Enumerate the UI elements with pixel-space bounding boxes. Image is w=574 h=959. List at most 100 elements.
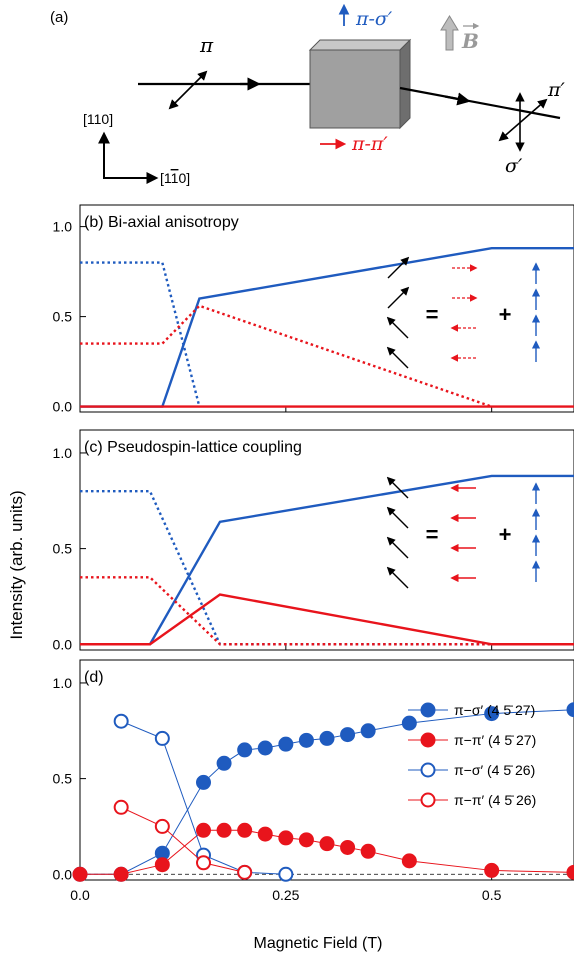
y-tick-label: 0.0 xyxy=(53,399,73,415)
plot-frame xyxy=(79,429,574,651)
plus-sign: + xyxy=(499,522,512,547)
axis-1-10-label: [110] xyxy=(160,170,190,186)
solid-blue-series-line xyxy=(80,246,574,408)
data-point xyxy=(237,864,253,880)
axis-110-label: [110] xyxy=(83,111,113,127)
legend-marker xyxy=(420,762,436,778)
y-tick-label: 1.0 xyxy=(53,219,73,235)
plus-sign: + xyxy=(499,302,512,327)
dotted-blue-series-line xyxy=(80,490,574,646)
data-point xyxy=(340,727,356,743)
spin-arrow-icon xyxy=(387,256,410,279)
data-point xyxy=(278,736,294,752)
magnetic-field-label: B xyxy=(461,29,479,53)
panel-title: (b) Bi-axial anisotropy xyxy=(84,214,239,231)
data-point xyxy=(154,818,170,834)
pi-polarization-arrow xyxy=(168,70,208,110)
y-tick-label: 1.0 xyxy=(53,675,73,691)
scattered-beam-arrow xyxy=(444,92,471,106)
spin-decomposition-inset-b: = + xyxy=(386,256,541,369)
data-point xyxy=(340,839,356,855)
legend-label: π−π′ (4 5̄ 27) xyxy=(454,732,536,748)
data-point xyxy=(237,742,253,758)
x-tick-label: 0.5 xyxy=(482,887,502,903)
data-point xyxy=(113,713,129,729)
data-point xyxy=(566,702,574,718)
dotted-blue-series-line xyxy=(80,261,201,407)
data-point xyxy=(298,832,314,848)
y-tick-label: 1.0 xyxy=(53,445,73,461)
pi-pi-channel-label: π-π′ xyxy=(351,133,388,155)
data-point xyxy=(319,836,335,852)
solid-blue-series-line xyxy=(80,474,574,646)
x-tick-label: 0.25 xyxy=(272,887,299,903)
y-tick-label: 0.0 xyxy=(53,636,73,652)
sample-crystal xyxy=(308,38,412,130)
data-point xyxy=(484,862,500,878)
data-point xyxy=(257,826,273,842)
pi-prime-polarization-arrow xyxy=(498,98,548,142)
data-point xyxy=(216,822,232,838)
y-tick-label: 0.0 xyxy=(53,866,73,882)
data-point xyxy=(484,706,500,722)
y-tick-label: 0.5 xyxy=(53,309,73,325)
data-point xyxy=(278,830,294,846)
data-point xyxy=(566,864,574,880)
legend-marker xyxy=(420,702,436,718)
equals-sign: = xyxy=(426,302,439,327)
spin-arrow-icon xyxy=(386,566,409,589)
data-point xyxy=(401,715,417,731)
y-axis-label: Intensity (arb. units) xyxy=(7,490,26,639)
data-point xyxy=(298,732,314,748)
data-point xyxy=(113,866,129,882)
geometry-diagram: (a) π π-σ′ π-π′ B π′ σ′ xyxy=(50,3,565,186)
solid-red-series-line xyxy=(80,593,574,646)
panel-title: (c) Pseudospin-lattice coupling xyxy=(84,439,302,456)
legend-marker xyxy=(420,792,436,808)
data-point xyxy=(196,822,211,838)
pi-sigma-channel-label: π-σ′ xyxy=(355,8,393,30)
data-point xyxy=(360,843,376,859)
panel-title: (d) xyxy=(84,669,104,686)
legend-label: π−π′ (4 5̄ 26) xyxy=(454,792,536,808)
data-point xyxy=(154,857,170,873)
spin-arrow-icon xyxy=(386,536,409,559)
data-point xyxy=(319,730,335,746)
data-point xyxy=(216,755,232,771)
plot-frame xyxy=(79,659,574,881)
panel-a-label: (a) xyxy=(50,9,68,26)
dotted-red-series-line xyxy=(80,576,574,646)
equals-sign: = xyxy=(426,522,439,547)
spin-arrow-icon xyxy=(386,506,409,529)
data-point xyxy=(360,723,376,739)
spin-arrow-icon xyxy=(386,316,409,339)
legend-marker xyxy=(420,732,436,748)
x-tick-label: 0.0 xyxy=(70,887,90,903)
spin-arrow-icon xyxy=(386,476,409,499)
data-point xyxy=(113,799,129,815)
panel-c-plot: 0.0 0.5 1.0 (c) Pseudospin-lattice coupling xyxy=(53,429,574,652)
scattered-beam xyxy=(399,86,561,120)
magnetic-field-icon xyxy=(440,15,459,51)
x-axis-label: Magnetic Field (T) xyxy=(254,935,383,952)
sigma-prime-label: σ′ xyxy=(505,155,523,177)
spin-arrow-icon xyxy=(386,346,409,369)
panel-d-plot: 0.0 0.5 1.0 0.0 0.25 0.5 (d) π−σ′ (4 5̄ 27) π−π′… xyxy=(53,659,574,903)
legend-label: π−σ′ (4 5̄ 27) xyxy=(454,702,535,718)
pi-prime-label: π′ xyxy=(547,79,565,101)
series-connector-line xyxy=(120,806,245,873)
data-point xyxy=(257,740,273,756)
spin-arrow-icon xyxy=(387,286,410,309)
spin-decomposition-inset-c: = + xyxy=(386,476,541,589)
data-point xyxy=(196,855,211,871)
data-point xyxy=(196,774,211,790)
legend-label: π−σ′ (4 5̄ 26) xyxy=(454,762,535,778)
pi-label: π xyxy=(199,33,214,57)
y-tick-label: 0.5 xyxy=(53,541,73,557)
data-point xyxy=(154,730,170,746)
plot-frame xyxy=(79,204,574,413)
data-point xyxy=(278,866,294,882)
data-point xyxy=(401,853,417,869)
data-point xyxy=(237,822,253,838)
